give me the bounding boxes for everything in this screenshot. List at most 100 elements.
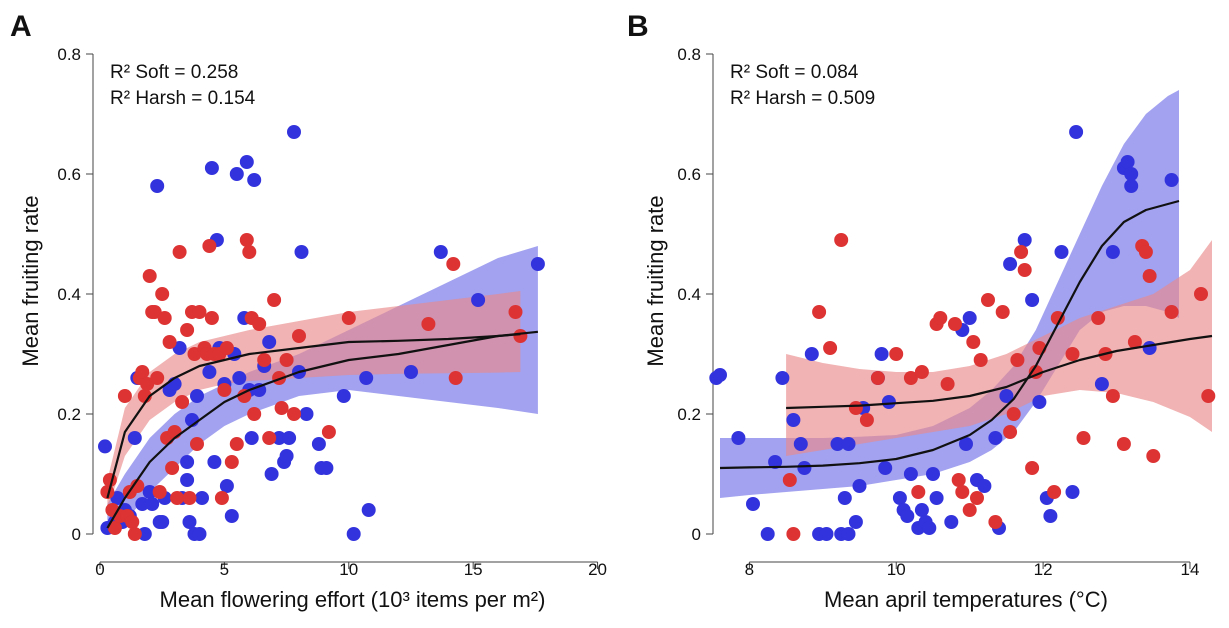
x-tick-label: 14 xyxy=(1181,560,1200,579)
harsh-point xyxy=(1065,347,1080,361)
soft-point xyxy=(962,311,977,325)
harsh-point xyxy=(870,371,885,385)
soft-point xyxy=(959,437,973,451)
harsh-point xyxy=(242,245,257,259)
harsh-point xyxy=(180,323,195,337)
harsh-point xyxy=(117,389,132,403)
harsh-point xyxy=(988,515,1003,529)
harsh-point xyxy=(859,413,874,427)
soft-point xyxy=(892,491,907,505)
y-tick-label: 0.6 xyxy=(57,165,81,184)
harsh-point xyxy=(321,425,336,439)
soft-point xyxy=(219,479,234,493)
soft-point xyxy=(195,491,209,505)
r-squared-annotation: R² Soft = 0.258 xyxy=(110,62,238,83)
harsh-point xyxy=(948,317,962,331)
harsh-point xyxy=(1014,245,1029,259)
soft-point xyxy=(336,389,351,403)
harsh-point xyxy=(914,365,929,379)
harsh-point xyxy=(172,245,187,259)
harsh-point xyxy=(204,311,219,325)
harsh-point xyxy=(962,503,977,517)
soft-point xyxy=(1142,341,1157,355)
soft-point xyxy=(731,431,746,445)
harsh-point xyxy=(274,401,289,415)
soft-point xyxy=(279,449,294,463)
harsh-point xyxy=(127,527,142,541)
harsh-point xyxy=(1146,449,1161,463)
soft-point xyxy=(127,431,142,445)
soft-point xyxy=(1124,179,1139,193)
harsh-point xyxy=(142,269,157,283)
harsh-point xyxy=(192,305,207,319)
soft-point xyxy=(1094,377,1109,391)
harsh-point xyxy=(782,473,797,487)
harsh-point xyxy=(257,353,272,367)
harsh-point xyxy=(1105,389,1120,403)
soft-point xyxy=(202,365,217,379)
harsh-point xyxy=(287,407,301,421)
soft-point xyxy=(319,461,334,475)
harsh-point xyxy=(446,257,461,271)
harsh-point xyxy=(848,401,863,415)
harsh-point xyxy=(933,311,948,325)
soft-confidence-band xyxy=(720,90,1179,498)
soft-point xyxy=(433,245,448,259)
harsh-point xyxy=(1091,311,1106,325)
harsh-fit-curve xyxy=(106,333,521,499)
harsh-point xyxy=(125,515,140,529)
soft-point xyxy=(746,497,760,511)
harsh-point xyxy=(217,383,232,397)
harsh-point xyxy=(1076,431,1091,445)
harsh-point xyxy=(130,479,145,493)
harsh-point xyxy=(786,527,801,541)
soft-point xyxy=(346,527,361,541)
harsh-point xyxy=(812,305,827,319)
soft-point xyxy=(1032,395,1047,409)
soft-point xyxy=(142,485,157,499)
r-squared-annotation: R² Harsh = 0.154 xyxy=(110,88,256,109)
soft-point xyxy=(819,527,834,541)
harsh-point xyxy=(252,317,267,331)
soft-point xyxy=(244,431,259,445)
harsh-point xyxy=(940,377,955,391)
soft-point xyxy=(786,413,801,427)
harsh-point xyxy=(152,485,167,499)
soft-point xyxy=(287,125,301,139)
soft-point xyxy=(190,389,204,403)
soft-point xyxy=(282,431,297,445)
x-tick-label: 12 xyxy=(1034,560,1053,579)
soft-point xyxy=(471,293,486,307)
harsh-point xyxy=(262,431,277,445)
soft-point xyxy=(1164,173,1179,187)
panel-b: B 0 0.2 0.4 0.6 0.8 8 10 12 14 Mean april temperat… xyxy=(627,10,1216,612)
x-tick-label: 10 xyxy=(887,560,906,579)
soft-point xyxy=(775,371,790,385)
harsh-point xyxy=(341,311,356,325)
y-tick-label: 0.2 xyxy=(57,405,81,424)
harsh-point xyxy=(966,335,981,349)
y-tick-label: 0.4 xyxy=(57,285,81,304)
x-axis-title: Mean april temperatures (°C) xyxy=(824,587,1108,612)
soft-point xyxy=(1043,509,1058,523)
soft-point xyxy=(1120,155,1135,169)
harsh-point xyxy=(421,317,436,331)
harsh-point xyxy=(107,521,122,535)
harsh-point xyxy=(973,353,988,367)
soft-point xyxy=(182,515,197,529)
harsh-point xyxy=(970,491,984,505)
soft-point xyxy=(837,491,852,505)
y-axis-title: Mean fruiting rate xyxy=(643,195,668,366)
harsh-point xyxy=(1003,425,1018,439)
harsh-point xyxy=(823,341,838,355)
harsh-point xyxy=(279,353,294,367)
soft-point xyxy=(239,155,254,169)
x-tick-label: 15 xyxy=(464,560,483,579)
harsh-point xyxy=(1050,311,1065,325)
soft-point xyxy=(1069,125,1084,139)
harsh-point xyxy=(995,305,1010,319)
harsh-point xyxy=(237,389,252,403)
soft-point xyxy=(903,467,918,481)
harsh-point xyxy=(182,491,197,505)
